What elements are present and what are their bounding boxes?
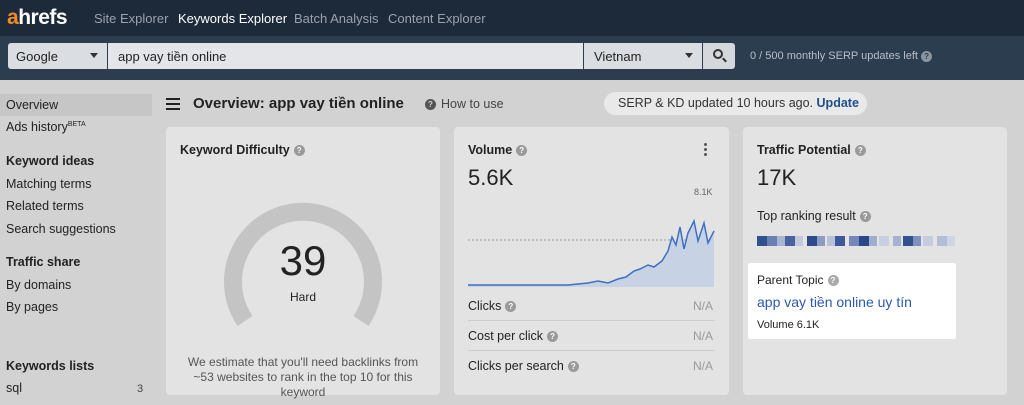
- parent-topic-link[interactable]: app vay tiền online uy tín: [757, 294, 912, 310]
- keyword-input[interactable]: [108, 43, 583, 69]
- traffic-potential-card: Traffic Potential? 17K Top ranking resul…: [743, 127, 1007, 395]
- card-title: Volume?: [468, 143, 528, 157]
- kd-note: We estimate that you'll need backlinks f…: [187, 355, 419, 399]
- help-icon[interactable]: ?: [293, 145, 305, 157]
- metric-clicks: Clicks? N/A: [468, 291, 715, 321]
- kd-score: 39: [279, 237, 327, 284]
- serp-update-status: SERP & KD updated 10 hours ago. Update: [604, 92, 867, 115]
- how-to-use-link[interactable]: ? How to use: [425, 97, 504, 111]
- country-select[interactable]: Vietnam: [584, 43, 702, 69]
- volume-value: 5.6K: [468, 165, 514, 190]
- nav-site-explorer[interactable]: Site Explorer: [94, 11, 169, 26]
- chevron-down-icon: [90, 53, 98, 58]
- sidebar-item-search-suggestions[interactable]: Search suggestions: [6, 222, 116, 236]
- traffic-potential-value: 17K: [757, 165, 797, 190]
- keyword-difficulty-card: Keyword Difficulty? 39 Hard We estimate …: [166, 127, 440, 399]
- sidebar-active-highlight: [0, 94, 152, 116]
- sidebar-item-matching-terms[interactable]: Matching terms: [6, 177, 92, 191]
- parent-topic-label: Parent Topic?: [757, 273, 839, 287]
- help-icon[interactable]: ?: [921, 50, 933, 62]
- volume-trend-chart: [468, 218, 715, 287]
- help-icon[interactable]: ?: [505, 301, 517, 313]
- sidebar-heading-keyword-ideas: Keyword ideas: [6, 154, 95, 168]
- help-icon[interactable]: ?: [859, 211, 871, 223]
- chart-max-label: 8.1K: [694, 187, 713, 197]
- help-icon[interactable]: ?: [547, 331, 559, 343]
- sidebar-heading-keywords-lists: Keywords lists: [6, 359, 95, 373]
- help-icon[interactable]: ?: [827, 275, 839, 287]
- sidebar-item-list-sql[interactable]: sql: [6, 381, 22, 395]
- volume-line: [468, 218, 715, 286]
- top-nav: ahrefs Site Explorer Keywords Explorer B…: [0, 0, 1024, 36]
- sidebar-item-by-domains[interactable]: By domains: [6, 278, 72, 292]
- help-icon[interactable]: ?: [854, 145, 866, 157]
- search-icon: [713, 49, 723, 59]
- volume-card: Volume? 5.6K 8.1K Clicks? N/A Cost per c…: [454, 127, 729, 395]
- help-icon[interactable]: ?: [516, 145, 528, 157]
- metric-clicks-per-search: Clicks per search? N/A: [468, 359, 713, 373]
- search-button[interactable]: [703, 43, 735, 69]
- serp-updates-left: 0 / 500 monthly SERP updates left ?: [750, 50, 933, 62]
- menu-icon[interactable]: [166, 98, 180, 110]
- more-options-icon[interactable]: [704, 143, 708, 158]
- metric-cost-per-click: Cost per click? N/A: [468, 321, 715, 351]
- sidebar-item-by-pages[interactable]: By pages: [6, 300, 59, 314]
- help-icon: ?: [425, 99, 436, 111]
- difficulty-gauge: [224, 202, 382, 327]
- help-icon[interactable]: ?: [567, 361, 579, 373]
- sidebar-item-overview[interactable]: Overview: [6, 98, 59, 112]
- search-engine-select[interactable]: Google: [8, 43, 107, 69]
- search-bar: Google Vietnam 0 / 500 monthly SERP upda…: [0, 36, 1024, 80]
- sidebar-item-ads-history[interactable]: Ads historyBETA: [6, 120, 86, 134]
- parent-topic-box: Parent Topic? app vay tiền online uy tín…: [748, 263, 956, 339]
- card-title: Keyword Difficulty?: [180, 143, 305, 157]
- sidebar: Overview Ads historyBETA Keyword ideas M…: [0, 80, 152, 405]
- sidebar-heading-traffic-share: Traffic share: [6, 255, 81, 269]
- sidebar-item-related-terms[interactable]: Related terms: [6, 199, 84, 213]
- nav-keywords-explorer[interactable]: Keywords Explorer: [178, 11, 288, 26]
- update-link[interactable]: Update: [816, 96, 859, 110]
- parent-topic-volume: Volume 6.1K: [757, 319, 820, 331]
- page-title: Overview: app vay tiền online: [193, 95, 404, 112]
- list-count: 3: [137, 383, 144, 395]
- volume-area: [468, 221, 714, 287]
- top-ranking-label: Top ranking result?: [757, 209, 871, 223]
- beta-badge: BETA: [67, 120, 86, 128]
- nav-batch-analysis[interactable]: Batch Analysis: [294, 11, 379, 26]
- kd-label: Hard: [289, 290, 316, 304]
- ahrefs-logo[interactable]: ahrefs: [7, 6, 68, 29]
- nav-content-explorer[interactable]: Content Explorer: [388, 11, 486, 26]
- card-title: Traffic Potential?: [757, 143, 866, 157]
- chevron-down-icon: [685, 53, 693, 58]
